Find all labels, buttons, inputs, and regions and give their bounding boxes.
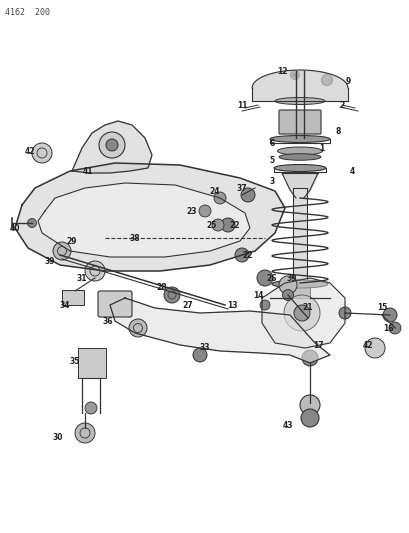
Text: 21: 21 — [302, 303, 312, 312]
Text: 17: 17 — [312, 341, 323, 350]
Circle shape — [164, 287, 180, 303]
Circle shape — [85, 261, 105, 281]
Text: 11: 11 — [236, 101, 247, 109]
Circle shape — [220, 218, 234, 232]
Bar — [292, 188, 306, 288]
Circle shape — [282, 289, 293, 301]
Text: 15: 15 — [376, 303, 386, 312]
Text: 42: 42 — [362, 341, 372, 350]
Text: 23: 23 — [186, 206, 197, 215]
Circle shape — [256, 270, 272, 286]
Text: 42: 42 — [25, 147, 35, 156]
Text: 30: 30 — [53, 433, 63, 442]
Text: 12: 12 — [276, 67, 287, 76]
Circle shape — [338, 307, 350, 319]
FancyBboxPatch shape — [278, 110, 320, 134]
Polygon shape — [110, 298, 329, 363]
Text: 36: 36 — [103, 317, 113, 326]
Text: 33: 33 — [199, 343, 210, 352]
Text: 6: 6 — [269, 139, 274, 148]
Text: 22: 22 — [242, 251, 253, 260]
Text: 9: 9 — [344, 77, 350, 85]
Circle shape — [193, 348, 207, 362]
Circle shape — [364, 338, 384, 358]
Text: 35: 35 — [70, 357, 80, 366]
Circle shape — [388, 322, 400, 334]
Text: 40: 40 — [10, 223, 20, 232]
Text: 4162  200: 4162 200 — [5, 8, 50, 17]
Text: 3: 3 — [269, 176, 274, 185]
Circle shape — [85, 402, 97, 414]
Text: 8: 8 — [335, 126, 340, 135]
Bar — [78, 348, 106, 378]
Text: 28: 28 — [156, 284, 167, 293]
Ellipse shape — [278, 154, 320, 160]
Text: 43: 43 — [282, 421, 292, 430]
Text: 38: 38 — [129, 233, 140, 243]
Circle shape — [99, 132, 125, 158]
Circle shape — [293, 305, 309, 321]
Polygon shape — [72, 121, 152, 173]
Circle shape — [283, 295, 319, 331]
Circle shape — [292, 73, 296, 77]
Ellipse shape — [273, 165, 325, 172]
Circle shape — [32, 143, 52, 163]
Circle shape — [75, 423, 95, 443]
Circle shape — [290, 70, 299, 79]
Text: 5: 5 — [269, 156, 274, 165]
Circle shape — [300, 409, 318, 427]
Text: 31: 31 — [76, 273, 87, 282]
Text: 4: 4 — [348, 166, 354, 175]
Circle shape — [213, 192, 225, 204]
Bar — [62, 290, 84, 305]
Circle shape — [278, 276, 296, 294]
Text: 1: 1 — [319, 143, 324, 152]
Bar — [289, 286, 309, 298]
Text: 37: 37 — [236, 183, 247, 192]
Polygon shape — [38, 183, 249, 257]
Circle shape — [198, 205, 211, 217]
Polygon shape — [261, 278, 344, 348]
Text: 39: 39 — [45, 256, 55, 265]
Circle shape — [240, 188, 254, 202]
Circle shape — [234, 248, 248, 262]
Circle shape — [321, 75, 332, 85]
Text: 27: 27 — [182, 301, 193, 310]
Text: 41: 41 — [83, 166, 93, 175]
Text: 14: 14 — [252, 290, 263, 300]
Circle shape — [53, 242, 71, 260]
FancyBboxPatch shape — [98, 291, 132, 317]
Ellipse shape — [270, 135, 329, 142]
Polygon shape — [15, 163, 284, 271]
Text: 34: 34 — [60, 301, 70, 310]
Text: 29: 29 — [67, 237, 77, 246]
Circle shape — [382, 308, 396, 322]
Ellipse shape — [271, 280, 327, 288]
Ellipse shape — [277, 147, 322, 155]
Text: 25: 25 — [206, 221, 217, 230]
Circle shape — [259, 300, 270, 310]
Circle shape — [27, 219, 36, 228]
Circle shape — [301, 350, 317, 366]
Text: 39: 39 — [286, 273, 297, 282]
Text: 24: 24 — [209, 187, 220, 196]
Ellipse shape — [274, 98, 324, 104]
Circle shape — [106, 139, 118, 151]
Circle shape — [299, 395, 319, 415]
Text: 2: 2 — [339, 101, 344, 109]
Text: 13: 13 — [226, 301, 237, 310]
Text: 16: 16 — [382, 324, 392, 333]
Circle shape — [211, 219, 223, 231]
Circle shape — [129, 319, 147, 337]
Text: 26: 26 — [266, 273, 276, 282]
Text: 22: 22 — [229, 221, 240, 230]
